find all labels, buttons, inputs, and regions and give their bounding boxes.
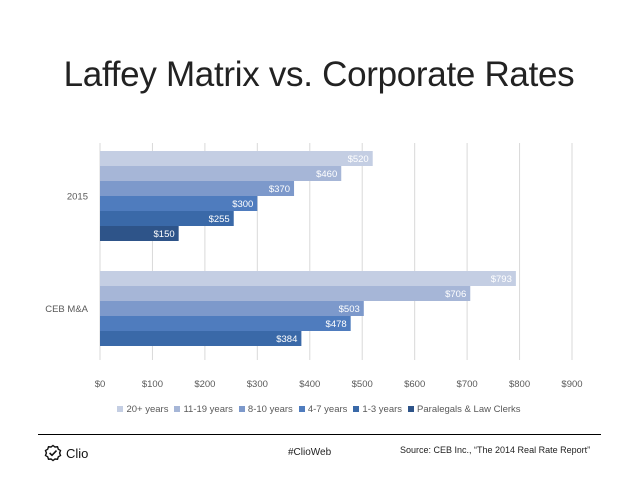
data-label: $503: [339, 304, 360, 315]
data-label: $706: [445, 289, 466, 300]
data-labels: $520 $460 $370 $300$255 $150 $793 $706 $503 $478…: [154, 154, 512, 345]
legend-item: 11-19 years: [174, 404, 233, 415]
legend-item: Paralegals & Law Clerks: [408, 404, 521, 415]
bar: [100, 271, 516, 286]
legend-swatch: [408, 406, 415, 412]
legend-label: 8-10 years: [247, 404, 293, 415]
x-tick-label: $900: [561, 379, 582, 390]
x-tick-label: $800: [509, 379, 530, 390]
check-badge-icon: [44, 444, 62, 462]
data-label: $478: [326, 319, 347, 330]
axis-labels: $0 $100 $200 $300 $400 $500 $600 $700 $800 $900 20…: [45, 192, 582, 391]
bar-chart: $520$460$370$300$255$150$793$706$503$478…: [45, 143, 583, 391]
clio-logo: Clio: [44, 444, 88, 462]
legend-swatch: [298, 406, 305, 412]
bar: [100, 286, 471, 301]
legend-label: 11-19 years: [183, 404, 233, 415]
legend-item: 1-3 years: [353, 404, 402, 415]
legend-swatch: [117, 406, 124, 412]
legend-swatch: [353, 406, 360, 412]
legend-label: Paralegals & Law Clerks: [417, 404, 521, 415]
data-label: $460: [316, 169, 337, 180]
hashtag: #ClioWeb: [288, 447, 332, 458]
legend-label: 20+ years: [126, 404, 169, 415]
legend-label: 1-3 years: [362, 404, 403, 415]
data-label: $300: [232, 199, 253, 210]
x-tick-label: $0: [95, 379, 106, 390]
data-label: $255: [209, 214, 230, 225]
bar: [100, 331, 302, 346]
legend-swatch: [238, 406, 245, 412]
data-label: $520: [348, 154, 369, 165]
slide-title: Laffey Matrix vs. Corporate Rates: [63, 55, 575, 94]
x-tick-label: $500: [352, 379, 373, 390]
x-tick-label: $700: [457, 379, 478, 390]
legend-label: 4-7 years: [307, 404, 348, 415]
source-citation: Source: CEB Inc., “The 2014 Real Rate Re…: [400, 445, 591, 455]
bar: [100, 196, 258, 211]
bar: [100, 166, 342, 181]
data-label: $384: [276, 334, 297, 345]
chart-legend: 20+ years 11-19 years 8-10 years 4-7 years 1…: [0, 404, 638, 415]
bar: [100, 151, 373, 166]
legend-item: 4-7 years: [298, 404, 348, 415]
legend-swatch: [174, 406, 181, 412]
bar: [100, 316, 351, 331]
data-label: $150: [154, 229, 175, 240]
x-tick-label: $300: [247, 379, 268, 390]
footer-divider: [38, 434, 601, 435]
x-tick-label: $600: [404, 379, 425, 390]
legend-item: 20+ years: [117, 404, 168, 415]
category-label: 2015: [67, 192, 88, 203]
bar: [100, 211, 234, 226]
data-label: $370: [269, 184, 290, 195]
x-tick-label: $400: [299, 379, 320, 390]
x-tick-label: $200: [194, 379, 215, 390]
category-label: CEB M&A: [45, 304, 88, 315]
bar: [100, 226, 179, 241]
legend-item: 8-10 years: [238, 404, 293, 415]
data-label: $793: [491, 274, 512, 285]
logo-text: Clio: [66, 445, 89, 461]
bar: [100, 301, 364, 316]
x-tick-label: $100: [142, 379, 163, 390]
bar: [100, 181, 295, 196]
bars: [100, 151, 516, 346]
